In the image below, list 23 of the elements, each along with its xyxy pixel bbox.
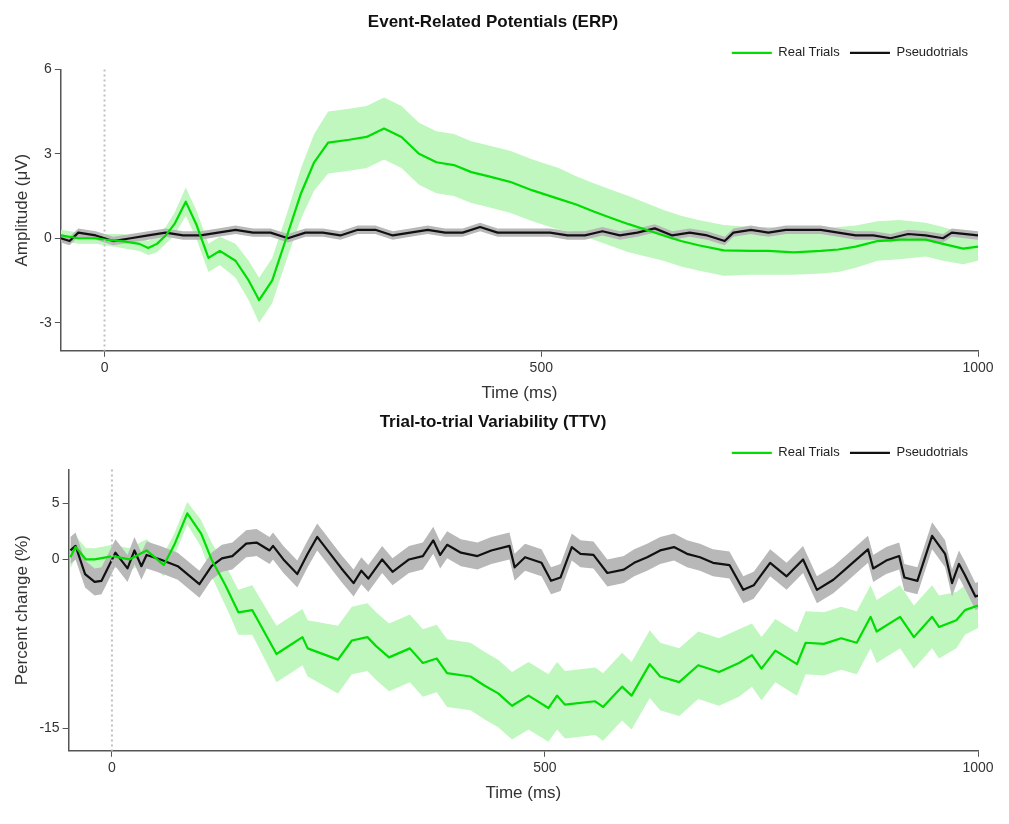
y-axis-title: Percent change (%) [11, 534, 31, 686]
y-tick-label: 0 [44, 229, 53, 246]
x-tick-label: 1000 [962, 359, 994, 376]
y-tick-label: 3 [44, 144, 53, 161]
chart-title: Event-Related Potentials (ERP) [367, 11, 619, 31]
x-tick-label: 500 [533, 759, 557, 776]
y-tick-label: 6 [44, 60, 53, 77]
x-tick-label: 500 [529, 359, 554, 376]
legend-label: Real Trials [778, 444, 841, 460]
y-tick-label: -3 [39, 313, 53, 330]
y-axis-title: Amplitude (μV) [11, 153, 31, 267]
y-tick-label: -15 [39, 719, 60, 736]
legend-label: Pseudotrials [896, 444, 969, 460]
y-tick-label: 5 [51, 494, 60, 511]
y-tick-label: 0 [51, 550, 60, 567]
legend-label: Real Trials [778, 44, 841, 60]
x-axis-title: Time (ms) [485, 783, 562, 803]
chart-title: Trial-to-trial Variability (TTV) [379, 411, 607, 431]
x-tick-label: 1000 [962, 759, 994, 776]
x-axis-title: Time (ms) [481, 383, 558, 403]
legend-label: Pseudotrials [896, 44, 969, 60]
x-tick-label: 0 [108, 759, 117, 776]
x-tick-label: 0 [100, 359, 109, 376]
